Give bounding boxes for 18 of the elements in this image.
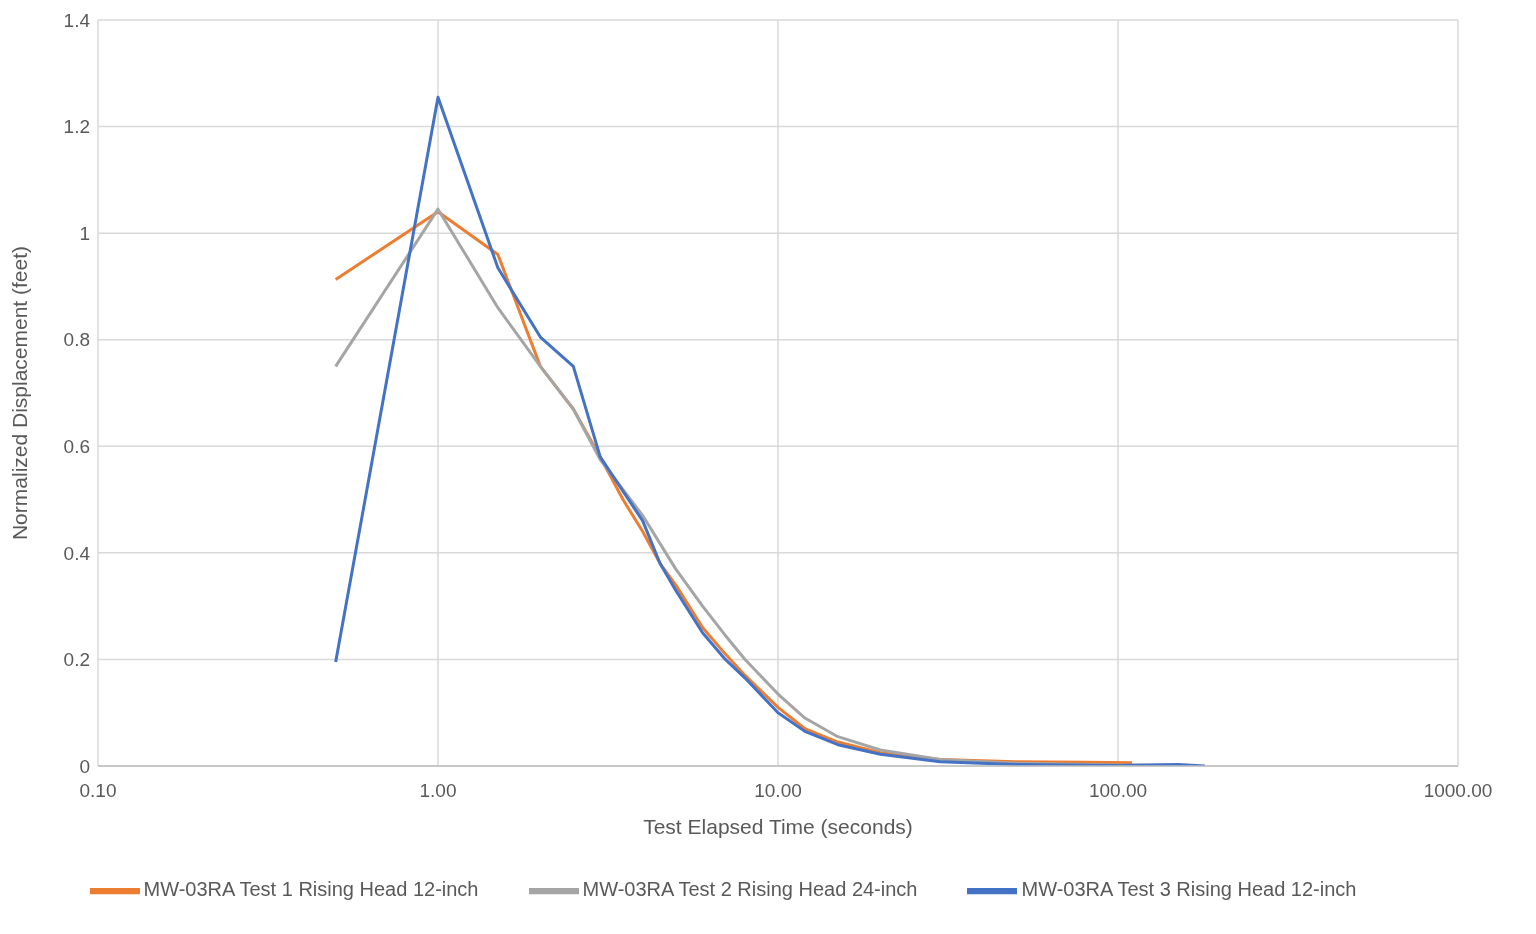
y-tick-label: 1.2 [63,116,90,138]
x-tick-label: 0.10 [79,780,117,802]
legend-label: MW-03RA Test 1 Rising Head 12-inch [143,878,479,901]
y-tick-label: 0.8 [63,329,90,351]
x-tick-label: 10.00 [754,780,802,802]
x-tick-label: 1000.00 [1423,780,1493,802]
x-axis-title: Test Elapsed Time (seconds) [643,815,913,838]
y-tick-label: 0.2 [63,649,90,671]
legend-label: MW-03RA Test 2 Rising Head 24-inch [582,878,918,901]
y-tick-label: 0.4 [63,542,91,564]
y-tick-label: 1.4 [63,9,91,31]
x-tick-label: 100.00 [1088,780,1148,802]
x-tick-label: 1.00 [419,780,457,802]
y-tick-label: 1 [79,222,90,244]
y-tick-label: 0.6 [63,436,90,458]
legend-label: MW-03RA Test 3 Rising Head 12-inch [1021,878,1357,901]
y-tick-label: 0 [79,755,90,777]
y-axis-title: Normalized Displacement (feet) [8,245,32,541]
